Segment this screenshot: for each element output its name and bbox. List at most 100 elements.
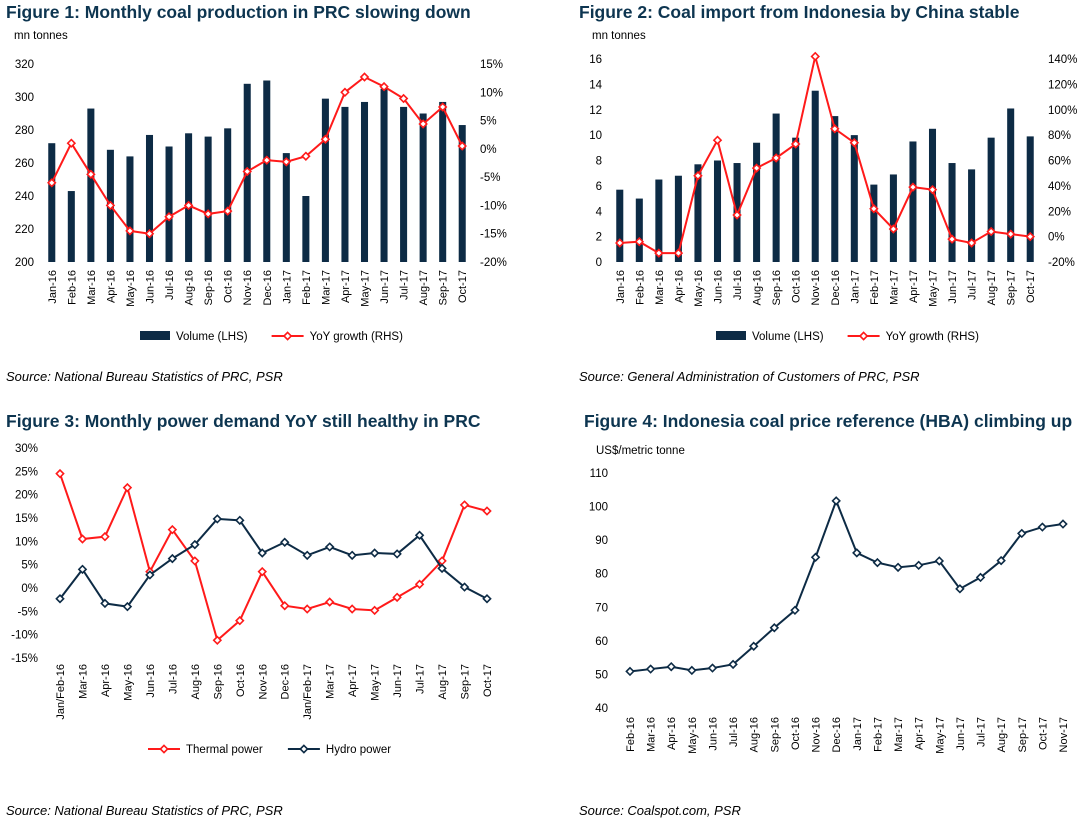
volume-bar: [439, 101, 447, 262]
left-axis-tick-label: 2: [596, 232, 602, 244]
yoy-growth-point: [869, 203, 879, 214]
x-axis-category-label: Apr-16: [666, 717, 678, 750]
x-axis-category-label: May-16: [693, 270, 705, 307]
volume-bar: [204, 136, 212, 262]
yoy-growth-point: [712, 135, 723, 145]
volume-bar: [674, 175, 682, 262]
x-axis-category-label: Feb-16: [625, 717, 637, 752]
x-axis-category-label: Mar-16: [654, 270, 666, 305]
yoy-growth-point: [732, 210, 742, 220]
x-axis-category-label: Jan/Feb-16: [55, 664, 67, 720]
figure-1-chart: mn tonnes 200 220 240 260 280 300 320 -20% -15% -1…: [14, 30, 507, 343]
yoy-growth-point: [1005, 229, 1016, 239]
yoy-growth-line: [50, 75, 464, 235]
x-axis-category-label: Sep-16: [203, 270, 215, 305]
series-line: [629, 498, 1064, 673]
left-axis-tick-label: 320: [15, 59, 34, 71]
figure-4-source: Source: Coalspot.com, PSR: [579, 803, 741, 818]
yoy-growth-point: [947, 234, 957, 244]
series-point: [145, 570, 155, 580]
volume-bar: [1007, 108, 1015, 262]
volume-bar: [145, 134, 154, 262]
x-axis-category-label: Feb-17: [301, 270, 313, 305]
yoy-growth-point: [359, 72, 370, 82]
legend-swatch-bar: [716, 331, 746, 340]
right-axis-tick-label: 15%: [480, 59, 503, 71]
series-point: [257, 548, 267, 558]
x-axis-category-label: Jan/Feb-17: [302, 664, 314, 720]
x-axis-category-label: May-17: [360, 270, 372, 307]
series-point: [893, 562, 903, 573]
volume-bar: [341, 106, 349, 263]
left-axis-tick-label: 14: [589, 79, 602, 91]
series-point: [437, 563, 447, 574]
yoy-growth-point: [47, 178, 57, 188]
yoy-growth-point: [183, 200, 194, 211]
volume-bar: [224, 128, 232, 262]
series-point: [482, 594, 492, 604]
series-point: [190, 539, 200, 550]
x-axis-category-label: Aug-16: [184, 270, 196, 305]
x-axis-category-label: Apr-17: [340, 270, 352, 303]
volume-bar: [635, 198, 643, 262]
series-point: [1037, 522, 1048, 532]
series-point: [55, 468, 65, 479]
left-axis-tick-label: 280: [15, 125, 34, 137]
x-axis-category-label: Aug-16: [752, 270, 764, 305]
x-axis-category-label: Mar-17: [325, 664, 337, 699]
x-axis-category-label: Jul-16: [728, 717, 740, 747]
x-axis-category-label: Oct-17: [457, 270, 469, 303]
yoy-growth-point: [222, 206, 233, 216]
left-axis-tick-label: 6: [596, 181, 602, 193]
volume-bar: [968, 169, 976, 262]
x-axis-category-label: Sep-17: [438, 270, 450, 305]
x-axis-category-label: Aug-17: [996, 717, 1008, 752]
yoy-growth-point: [673, 248, 684, 258]
x-axis-category-label: Oct-17: [1037, 717, 1049, 750]
right-axis-tick-label: 0%: [480, 144, 497, 156]
figure-1-title: Figure 1: Monthly coal production in PRC…: [6, 2, 471, 22]
yoy-growth-point: [418, 119, 428, 129]
series-point: [872, 557, 883, 568]
volume-bar: [811, 90, 819, 262]
y-axis-tick-label: 110: [590, 468, 608, 480]
volume-bar: [870, 184, 878, 262]
series-point: [190, 556, 200, 566]
x-axis-category-label: Jul-16: [167, 664, 179, 694]
left-axis-tick-label: 220: [15, 224, 34, 236]
series-point: [645, 664, 656, 674]
yoy-growth-point: [771, 153, 781, 163]
volume-bar: [126, 156, 134, 262]
x-axis-category-label: Apr-17: [908, 270, 920, 303]
series-point: [392, 549, 402, 559]
unit-label: US$/metric tonne: [596, 445, 685, 457]
yoy-growth-point: [966, 238, 977, 248]
volume-bar: [419, 113, 427, 262]
volume-bar: [165, 146, 173, 262]
x-axis-category-label: Nov-16: [257, 664, 269, 699]
x-axis-category-label: May-16: [122, 664, 134, 701]
series-point: [369, 548, 380, 558]
series-point: [280, 601, 290, 611]
x-axis-category-label: Jun-17: [955, 717, 967, 751]
x-axis-category-label: Nov-17: [1058, 717, 1070, 752]
series-point: [748, 641, 759, 651]
volume-bar: [928, 128, 937, 262]
right-axis-tick-label: 100%: [1048, 105, 1077, 117]
right-axis-tick-label: -15%: [480, 229, 507, 241]
legend-label: Hydro power: [326, 744, 391, 756]
x-axis-category-label: Jan-16: [615, 270, 627, 304]
unit-label: mn tonnes: [592, 30, 646, 42]
legend-swatch-bar: [140, 331, 170, 340]
x-axis-category-label: Nov-16: [810, 270, 822, 305]
yoy-growth-point: [751, 163, 762, 173]
x-axis-category-label: Sep-17: [1017, 717, 1029, 752]
series-point: [852, 548, 862, 558]
volume-bar: [48, 143, 56, 262]
x-axis-category-label: Apr-16: [105, 270, 117, 303]
volume-bar: [458, 125, 466, 262]
x-axis-category-label: Feb-17: [872, 717, 884, 752]
x-axis-category-label: Jun-16: [145, 664, 157, 698]
x-axis-category-label: Jun-16: [713, 270, 725, 304]
yoy-growth-point: [125, 226, 135, 236]
